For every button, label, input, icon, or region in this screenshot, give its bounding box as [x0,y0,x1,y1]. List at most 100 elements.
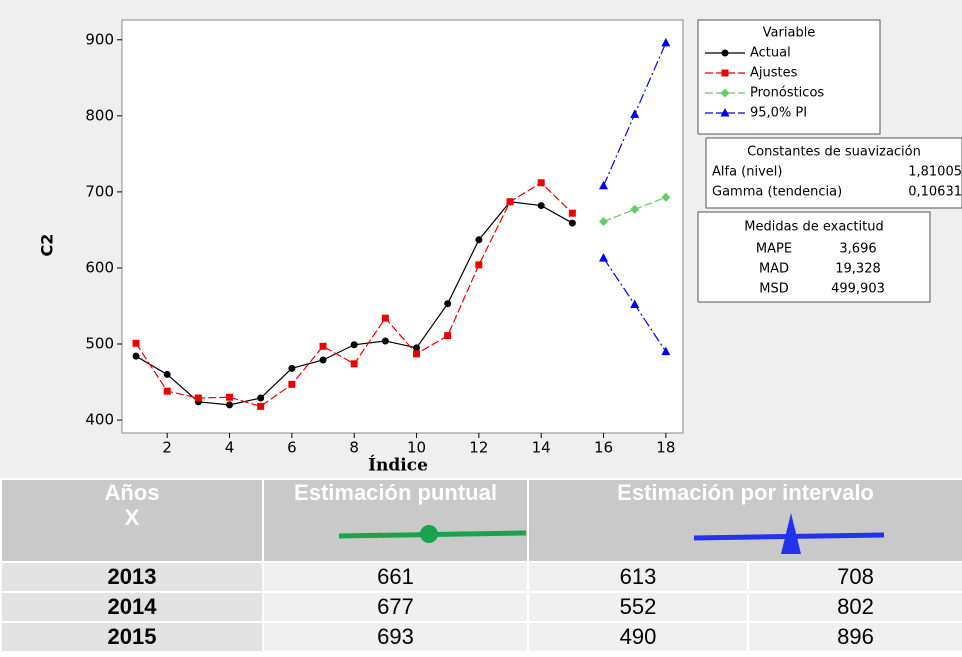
table-cell: 2014 [0,591,264,623]
marker [444,332,452,340]
y-tick-label: 900 [85,30,114,48]
plot-area [121,19,684,434]
marker [163,387,171,395]
marker [630,109,640,118]
header-text: Años [104,480,160,505]
x-tick-label: 10 [407,439,426,457]
marker [537,179,545,187]
marker [132,339,140,347]
x-tick-label: 14 [532,439,551,457]
marker [257,394,265,402]
legend-label: Ajustes [750,66,798,81]
accuracy-label: MAPE [756,242,792,257]
x-tick-label: 18 [656,439,675,457]
table-cell: 896 [746,621,962,653]
y-axis-label: C2 [38,234,57,257]
marker [226,393,234,401]
y-tick-label: 600 [85,258,114,276]
accuracy-label: MSD [759,282,788,297]
marker [721,69,729,77]
table-cell: 693 [262,621,529,653]
marker [568,219,576,227]
marker [721,49,729,57]
smoothing-value: 1,81005 [908,165,962,180]
marker [288,364,296,372]
table-row: 2014 677 552 802 [0,591,962,623]
marker [163,370,171,378]
forecast-table: Años X Estimación puntual Estimación por … [0,478,962,653]
marker [381,314,389,322]
header-text: Estimación por intervalo [617,480,874,505]
x-tick-label: 6 [287,439,297,457]
x-tick-label: 8 [349,439,359,457]
legend-label: Pronósticos [750,86,824,101]
point-icon [338,525,527,543]
table-cell: 613 [527,561,749,593]
table-cell: 2015 [0,621,264,653]
marker [599,253,609,262]
marker [413,350,421,358]
marker [661,37,671,47]
marker [630,204,640,214]
smoothing-label: Gamma (tendencia) [712,185,842,200]
header-cell: Años X [0,478,264,563]
x-tick-label: 16 [594,439,613,457]
y-tick-label: 800 [85,106,114,124]
accuracy-box [697,211,931,303]
marker [720,88,730,98]
header-text: Estimación puntual [294,480,497,505]
header-cell: Estimación puntual [262,478,529,563]
legend-label: 95,0% PI [750,106,807,121]
smoothing-title: Constantes de suavización [747,145,921,160]
y-tick-label: 700 [85,182,114,200]
accuracy-value: 3,696 [839,242,876,257]
table-cell: 802 [746,591,962,623]
marker [226,401,234,409]
marker [350,341,358,349]
accuracy-value: 19,328 [835,262,881,277]
interval-icon [693,513,885,554]
x-axis-label: Índice [368,455,428,476]
y-tick-label: 400 [85,411,114,429]
marker [630,299,640,308]
marker [568,209,576,217]
marker [132,352,140,360]
marker [537,202,545,210]
y-tick-label: 500 [85,335,114,353]
marker [506,198,514,206]
table-cell: 2013 [0,561,264,593]
header-cell: Estimación por intervalo [526,478,962,563]
chart: C2 Índice Variable 400 500 600 700 800 900 2 4 6… [0,0,962,478]
accuracy-label: MAD [759,262,789,277]
marker [319,356,327,364]
marker [350,360,358,368]
marker [599,217,609,227]
table-cell: 677 [262,591,529,623]
marker [475,261,483,269]
marker [661,192,671,202]
legend-title: Variable [763,26,816,41]
marker [475,236,483,244]
marker [288,380,296,388]
x-tick-label: 4 [225,439,235,457]
marker [194,394,202,402]
marker [599,180,609,190]
legend-label: Actual [750,46,791,61]
table-row: 2015 693 490 896 [0,621,962,653]
table-row: 2013 661 613 708 [0,561,962,593]
smoothing-label: Alfa (nivel) [712,165,782,180]
table-cell: 490 [527,621,749,653]
smoothing-box [705,137,962,209]
accuracy-value: 499,903 [831,282,885,297]
smoothing-value: 0,10631 [908,185,962,200]
marker [661,346,671,356]
table-cell: 661 [262,561,529,593]
x-tick-label: 12 [469,439,488,457]
header-text: X [124,505,140,530]
marker [413,344,421,352]
x-tick-label: 2 [162,439,172,457]
marker [319,342,327,350]
marker [381,337,389,345]
marker [720,108,730,117]
